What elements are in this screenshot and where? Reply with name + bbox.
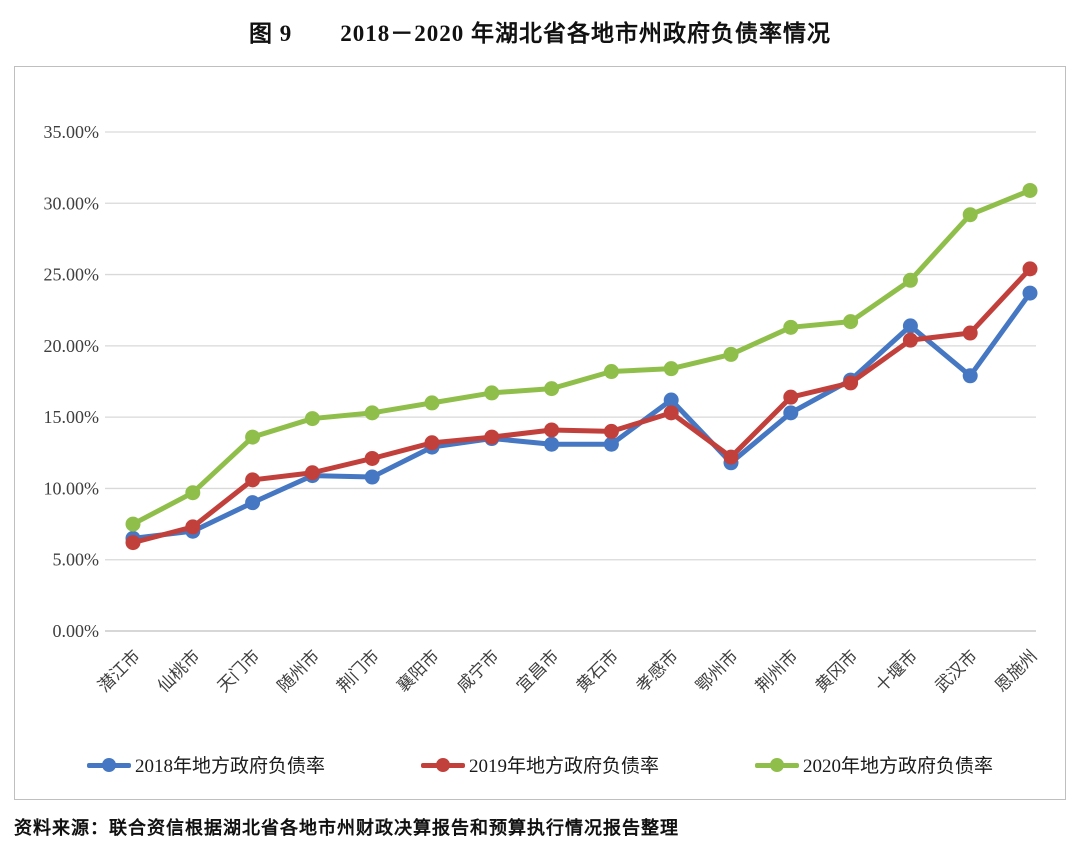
legend-dot [770, 757, 784, 772]
marker [902, 332, 918, 348]
x-tick-label: 咸宁市 [453, 646, 502, 695]
legend-label: 2019年地方政府负债率 [468, 756, 659, 777]
legend-label: 2018年地方政府负债率 [134, 756, 325, 777]
marker [843, 375, 859, 391]
series-2019年 [125, 261, 1038, 551]
marker [962, 325, 978, 341]
x-tick-label: 天门市 [214, 646, 263, 695]
y-tick-label: 10.00% [44, 478, 100, 498]
marker [663, 361, 679, 377]
legend-item-2019: 2019年地方政府负债率 [420, 751, 659, 778]
x-tick-label: 随州市 [274, 646, 323, 695]
legend-line-marker-icon [420, 757, 465, 773]
x-tick-label: 黄冈市 [812, 646, 861, 695]
marker [783, 405, 799, 421]
marker [245, 472, 261, 488]
marker [185, 519, 201, 535]
marker [364, 469, 380, 485]
marker [663, 405, 679, 421]
x-tick-label: 孝感市 [633, 646, 682, 695]
series-line [130, 187, 1033, 527]
marker [723, 346, 739, 362]
legend-line-marker-icon [86, 757, 131, 773]
x-tick-label: 仙桃市 [154, 646, 203, 695]
marker [663, 392, 679, 408]
marker [125, 516, 141, 532]
y-tick-label: 25.00% [44, 265, 100, 285]
marker [304, 465, 320, 481]
marker [962, 368, 978, 384]
marker [962, 207, 978, 223]
marker [304, 411, 320, 427]
chart-container: 0.00% 5.00% 10.00% 15.00% 20.00% 25.00% 30.00%… [14, 66, 1066, 800]
legend-dot [101, 757, 116, 772]
gridlines [105, 131, 1036, 632]
marker [1022, 182, 1038, 198]
marker [544, 422, 560, 438]
legend-item-2018: 2018年地方政府负债率 [86, 751, 325, 778]
debt-ratio-line-chart: 0.00% 5.00% 10.00% 15.00% 20.00% 25.00% 30.00%… [44, 122, 1041, 696]
marker [484, 385, 500, 401]
marker [603, 364, 619, 380]
x-tick-label: 恩施州 [991, 646, 1040, 695]
marker [902, 318, 918, 334]
marker [843, 314, 859, 330]
marker [245, 495, 261, 511]
series-line [130, 290, 1033, 541]
marker [125, 535, 141, 551]
y-tick-label: 5.00% [53, 550, 100, 570]
source-note: 资料来源：联合资信根据湖北省各地市州财政决算报告和预算执行情况报告整理 [14, 818, 679, 838]
marker [1022, 261, 1038, 277]
marker [902, 272, 918, 288]
legend-label: 2020年地方政府负债率 [803, 756, 994, 777]
series-line [130, 266, 1033, 546]
x-tick-label: 宜昌市 [513, 646, 562, 695]
x-tick-label: 十堰市 [872, 646, 921, 695]
x-tick-label: 武汉市 [932, 646, 981, 695]
x-axis-category-labels: 潜江市 仙桃市 天门市 随州市 荆门市 襄阳市 咸宁市 宜昌市 黄石市 孝感市 鄂州市 荆州市 黄冈市十… [94, 646, 1040, 696]
marker [484, 429, 500, 445]
x-tick-label: 襄阳市 [393, 646, 443, 696]
y-axis-tick-labels: 0.00% 5.00% 10.00% 15.00% 20.00% 25.00% 30.00%… [44, 122, 100, 641]
marker [544, 381, 560, 397]
series-2020年 [125, 182, 1038, 532]
marker [603, 436, 619, 452]
x-tick-label: 鄂州市 [692, 646, 741, 695]
y-tick-label: 30.00% [44, 193, 100, 213]
legend-item-2020: 2020年地方政府负债率 [755, 751, 993, 778]
marker [723, 449, 739, 465]
marker [1022, 285, 1038, 301]
x-tick-label: 荆门市 [334, 646, 383, 695]
marker [783, 319, 799, 335]
series-2018年 [125, 285, 1038, 546]
legend-line-marker-icon [755, 757, 799, 773]
chart-legend: 2018年地方政府负债率 2019年地方政府负债率 2020年地方政府负债率 [15, 751, 1065, 778]
marker [424, 435, 440, 451]
y-tick-label: 35.00% [44, 122, 100, 142]
y-tick-label: 20.00% [44, 336, 100, 356]
figure-title: 图 9 2018－2020 年湖北省各地市州政府负债率情况 [249, 21, 831, 46]
legend-dot [435, 757, 450, 772]
marker [364, 405, 380, 421]
y-tick-label: 15.00% [44, 407, 100, 427]
marker [245, 429, 261, 445]
marker [783, 389, 799, 405]
x-tick-label: 荆州市 [752, 646, 801, 695]
y-tick-label: 0.00% [53, 621, 100, 641]
marker [364, 450, 380, 466]
x-tick-label: 潜江市 [94, 646, 143, 695]
marker [544, 436, 560, 452]
marker [185, 485, 201, 501]
x-tick-label: 黄石市 [573, 646, 622, 695]
marker [424, 395, 440, 411]
marker [603, 423, 619, 439]
